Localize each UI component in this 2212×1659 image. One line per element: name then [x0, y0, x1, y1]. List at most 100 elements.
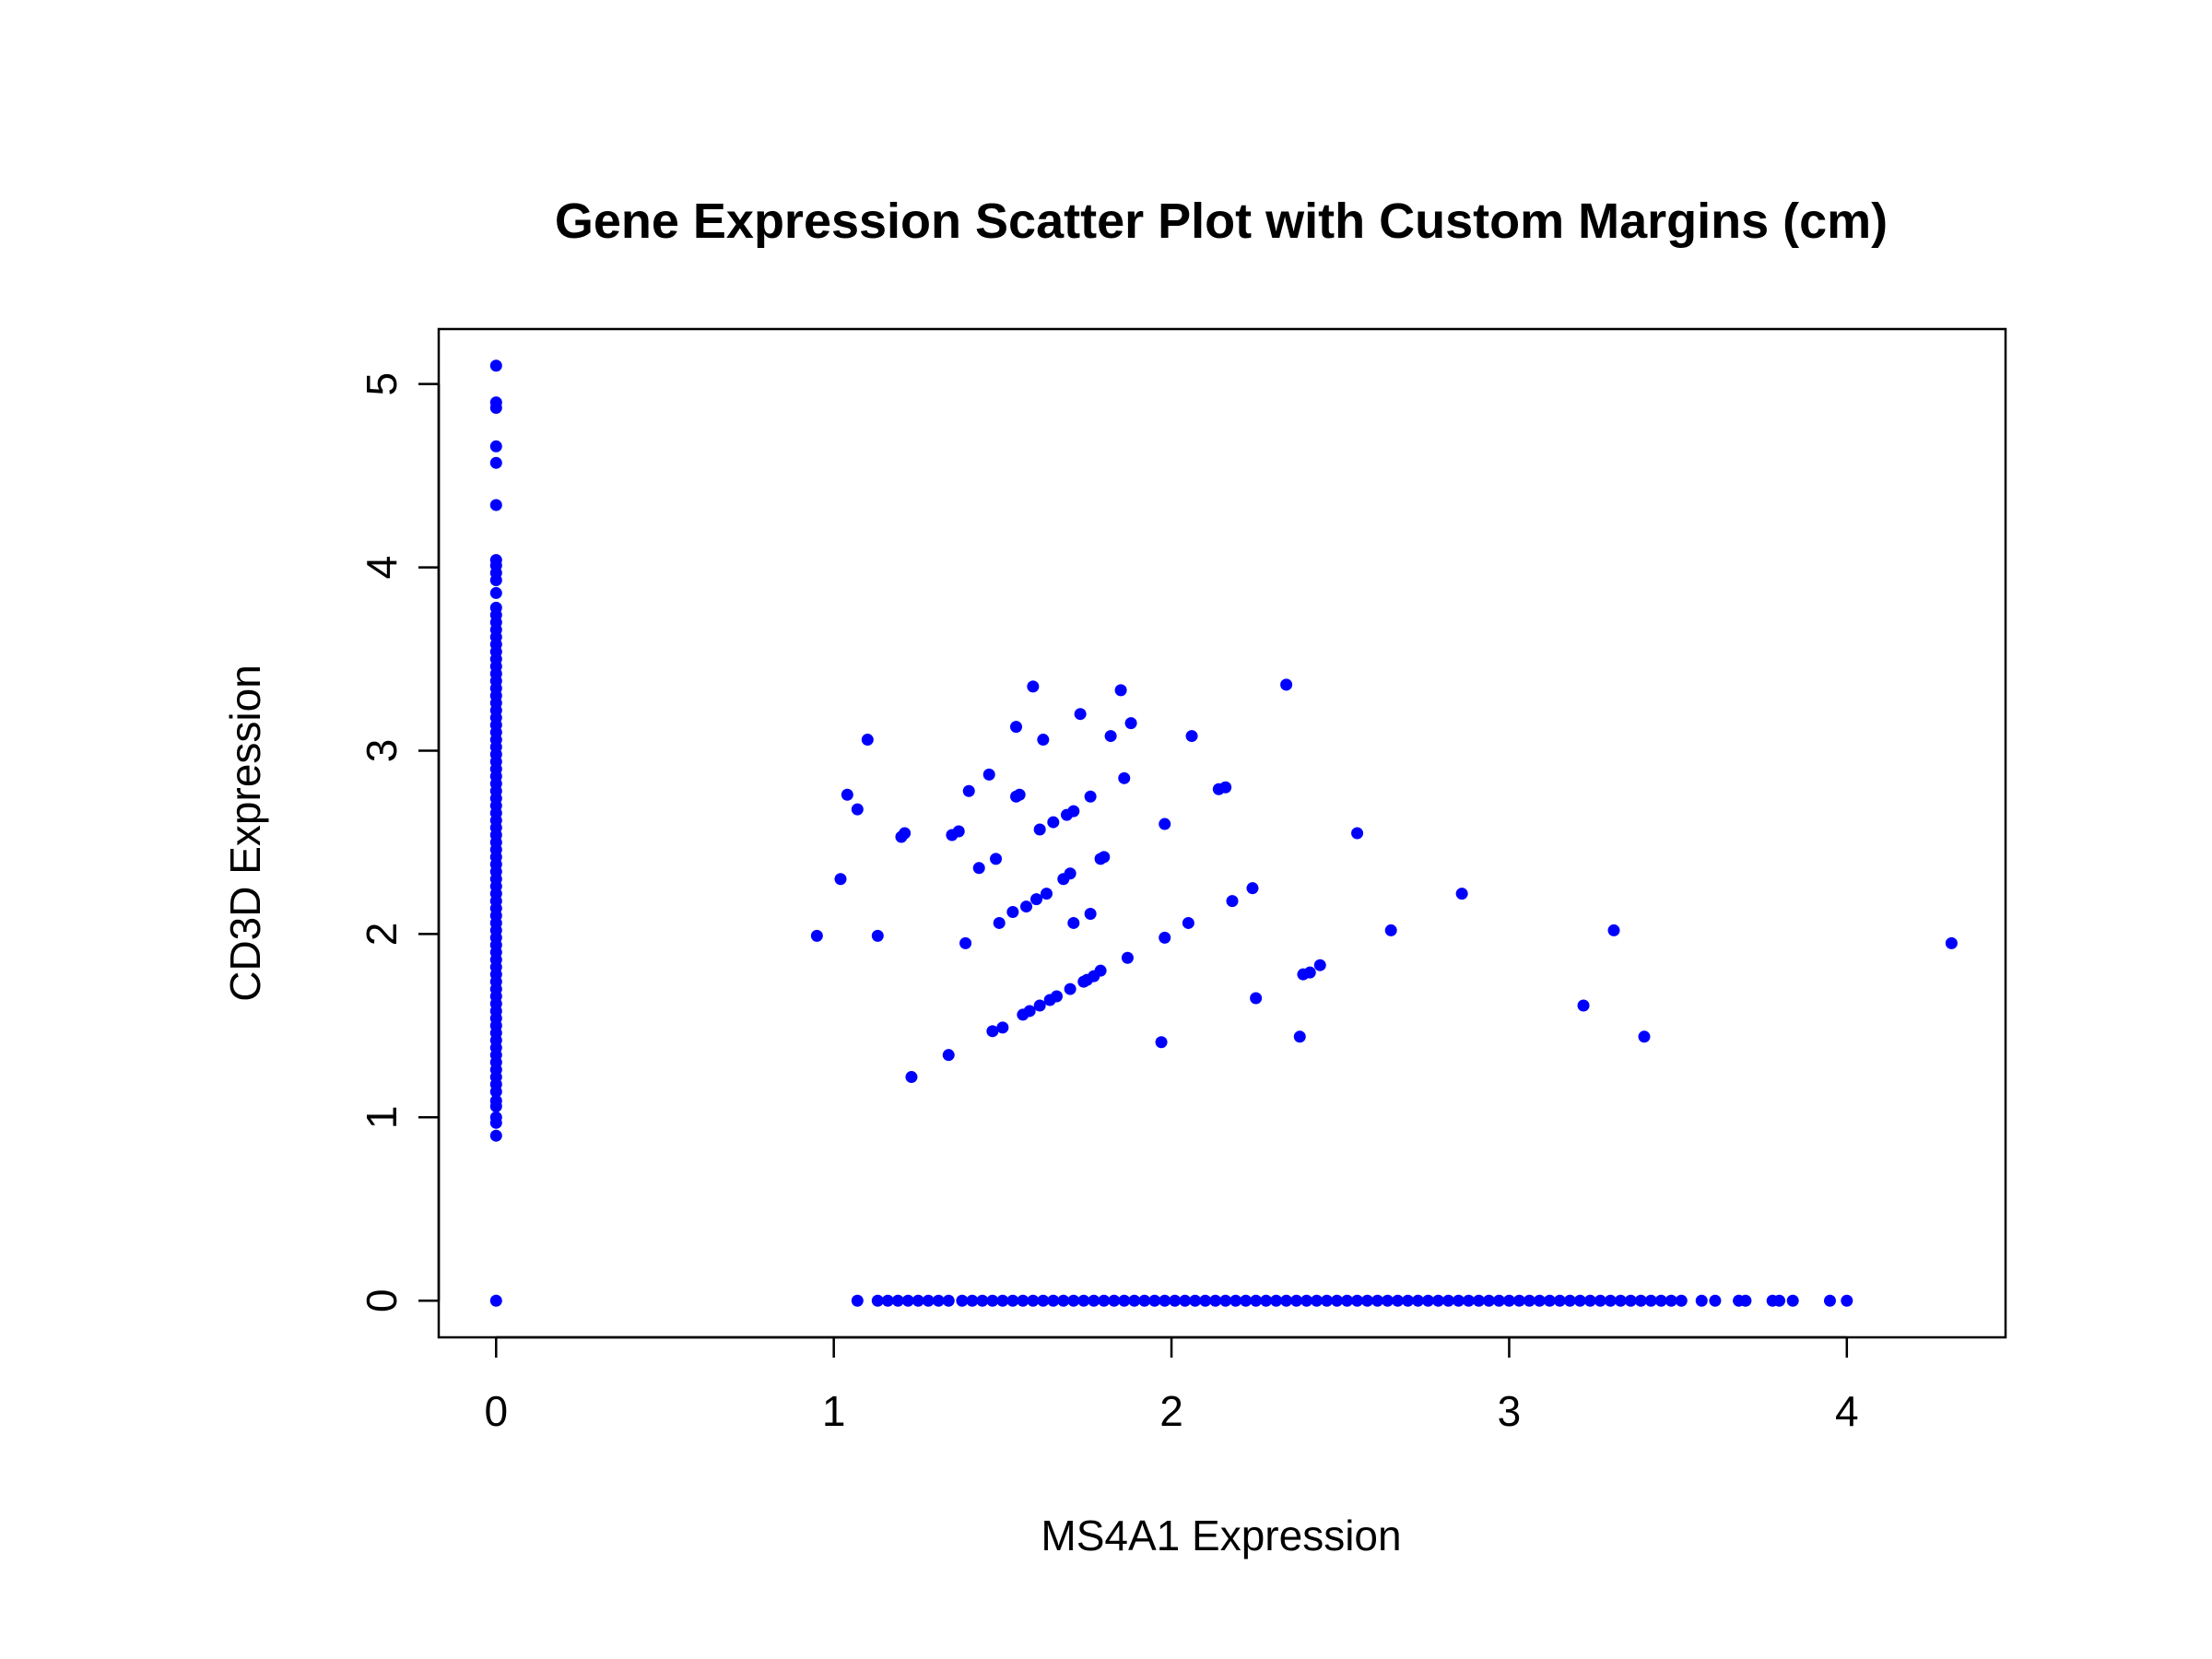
data-point [986, 1025, 999, 1038]
y-tick-label: 4 [358, 556, 406, 580]
x-tick-label: 4 [1835, 1387, 1859, 1435]
data-point [891, 1294, 904, 1307]
data-point [1594, 1294, 1606, 1307]
data-point [1392, 1294, 1405, 1307]
data-point [976, 1294, 989, 1307]
data-point [489, 1100, 502, 1112]
data-point [1512, 1294, 1525, 1307]
data-point [489, 402, 502, 415]
data-point [1067, 1294, 1080, 1307]
data-point [962, 784, 975, 797]
data-point [952, 825, 965, 838]
data-point [942, 1294, 955, 1307]
data-point [1077, 1294, 1090, 1307]
data-point [1121, 951, 1134, 964]
data-point [1402, 1294, 1415, 1307]
data-point [1553, 1294, 1566, 1307]
x-tick-label: 0 [484, 1387, 508, 1435]
data-point [489, 1116, 502, 1129]
data-point [1280, 678, 1293, 691]
data-point [1033, 823, 1046, 836]
data-point [489, 456, 502, 469]
data-point [1094, 964, 1107, 977]
data-point [1159, 1294, 1171, 1307]
data-point [996, 1021, 1009, 1034]
data-point [1634, 1294, 1647, 1307]
data-point [1108, 1294, 1121, 1307]
y-tick-label: 0 [358, 1288, 406, 1312]
data-point [861, 734, 874, 747]
data-point [1219, 781, 1232, 794]
data-point [1412, 1294, 1424, 1307]
data-point [1321, 1294, 1334, 1307]
data-point [1604, 1294, 1617, 1307]
data-point [1638, 1030, 1651, 1043]
data-point [1351, 827, 1364, 840]
data-point [922, 1294, 935, 1307]
x-tick-label: 2 [1159, 1387, 1183, 1435]
data-point [881, 1294, 894, 1307]
data-point [1064, 867, 1077, 880]
y-tick-label: 2 [358, 923, 406, 947]
data-point [1472, 1294, 1485, 1307]
x-tick-label: 3 [1498, 1387, 1522, 1435]
data-point [1290, 1294, 1303, 1307]
data-point [1084, 908, 1097, 921]
data-point [1033, 999, 1046, 1012]
data-point [1047, 816, 1060, 829]
data-point [1382, 1294, 1394, 1307]
data-point [1246, 882, 1259, 895]
data-point [996, 1294, 1009, 1307]
data-point [1482, 1294, 1495, 1307]
data-point [1293, 1030, 1306, 1043]
data-point [1240, 1294, 1253, 1307]
data-point [901, 1294, 914, 1307]
data-point [1037, 1294, 1050, 1307]
data-point [1695, 1294, 1708, 1307]
data-point [993, 916, 1006, 929]
data-point [1624, 1294, 1637, 1307]
data-point [1665, 1294, 1677, 1307]
data-point [1013, 788, 1026, 801]
data-point [972, 862, 985, 875]
data-point [1104, 730, 1117, 743]
data-point [1226, 895, 1239, 908]
data-point [871, 929, 884, 942]
data-point [905, 1071, 918, 1084]
data-point [959, 936, 972, 949]
y-tick-label: 5 [358, 372, 406, 396]
data-point [1260, 1294, 1273, 1307]
data-point [1010, 721, 1023, 734]
data-point [1017, 1294, 1030, 1307]
data-point [1088, 1294, 1100, 1307]
data-point [1492, 1294, 1505, 1307]
data-point [841, 788, 853, 801]
data-point [1371, 1294, 1384, 1307]
plot-frame [437, 327, 2007, 1339]
data-point [1441, 1294, 1454, 1307]
data-point [1280, 1294, 1293, 1307]
x-tick-label: 1 [822, 1387, 846, 1435]
data-point [1050, 990, 1063, 1003]
data-point [489, 359, 502, 372]
data-point [1124, 717, 1137, 730]
data-point [1064, 982, 1077, 995]
data-point [489, 1294, 502, 1307]
data-point [1006, 1294, 1019, 1307]
data-point [1006, 906, 1019, 919]
data-point [1114, 684, 1127, 697]
data-point [1098, 1294, 1111, 1307]
data-point [1020, 900, 1032, 913]
data-point [1159, 818, 1171, 830]
data-point [1523, 1294, 1535, 1307]
data-point [1533, 1294, 1546, 1307]
data-point [942, 1049, 955, 1062]
x-axis-ticks: 0 1 2 3 4 [484, 1337, 1859, 1435]
data-point [1786, 1294, 1799, 1307]
data-point [1185, 730, 1198, 743]
data-point [1067, 916, 1080, 929]
data-point [1431, 1294, 1444, 1307]
data-point [1250, 992, 1263, 1005]
data-point [1841, 1294, 1853, 1307]
y-tick-label: 1 [358, 1106, 406, 1130]
